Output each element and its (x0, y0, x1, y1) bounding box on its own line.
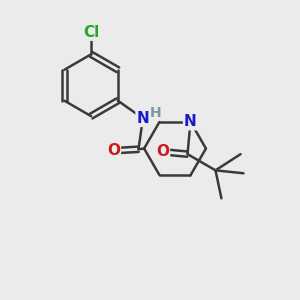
Text: O: O (156, 144, 169, 159)
Text: N: N (136, 111, 149, 126)
Text: H: H (149, 106, 161, 120)
Text: O: O (107, 143, 120, 158)
Text: N: N (184, 114, 197, 129)
Text: Cl: Cl (83, 25, 99, 40)
